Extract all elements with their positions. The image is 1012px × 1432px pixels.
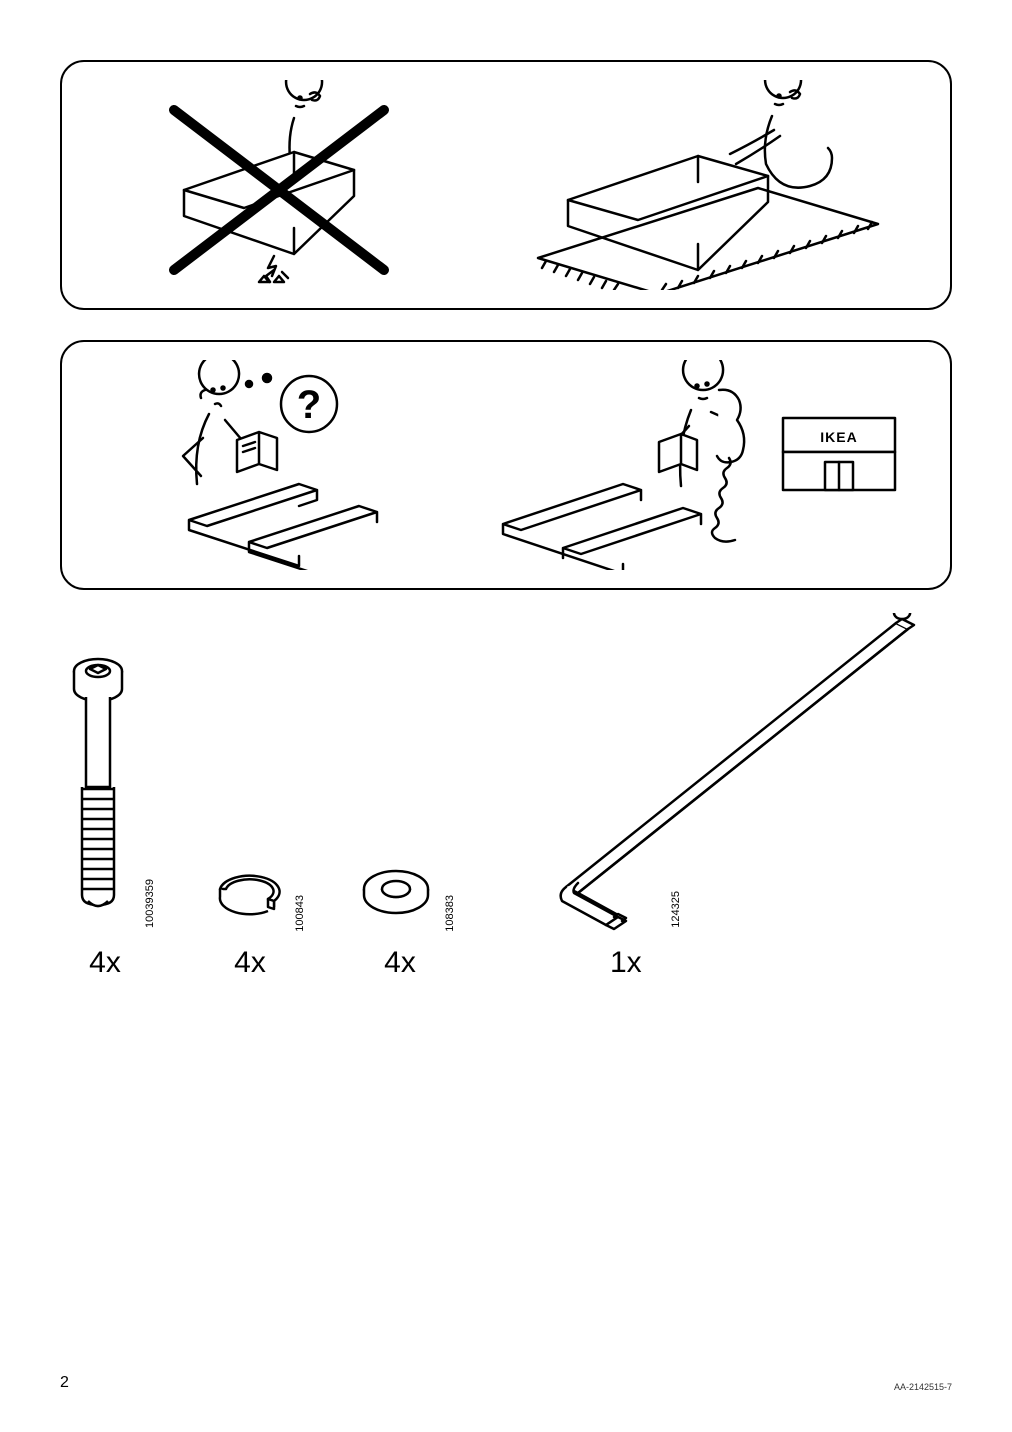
hardware-bolt: 10039359 4x	[60, 653, 150, 980]
quantity-label: 4x	[234, 946, 266, 980]
part-number: 108383	[444, 895, 456, 932]
lock-washer-icon	[200, 853, 300, 933]
part-number: 124325	[670, 891, 682, 928]
hardware-allen-key: 124325 1x	[500, 613, 952, 980]
wrong-surface-illustration	[124, 80, 444, 290]
svg-text:?: ?	[297, 383, 321, 427]
hardware-lock-washer: 100843 4x	[200, 853, 300, 980]
call-ikea-illustration: IKEA	[483, 360, 903, 570]
help-panel: ?	[60, 340, 952, 590]
surface-warning-panel	[60, 60, 952, 310]
part-number: 10039359	[144, 879, 156, 928]
correct-surface-illustration	[528, 80, 888, 290]
part-number: 100843	[294, 895, 306, 932]
ikea-logo-text: IKEA	[820, 429, 857, 445]
quantity-label: 4x	[384, 946, 416, 980]
quantity-label: 1x	[610, 946, 642, 980]
document-reference: AA-2142515-7	[894, 1382, 952, 1392]
confused-illustration: ?	[109, 360, 429, 570]
bolt-icon	[60, 653, 150, 933]
flat-washer-icon	[350, 853, 450, 933]
hardware-section: 10039359 4x 100843 4x	[60, 630, 952, 980]
page-number: 2	[60, 1374, 69, 1392]
allen-key-icon	[500, 613, 920, 933]
quantity-label: 4x	[89, 946, 121, 980]
hardware-flat-washer: 108383 4x	[350, 853, 450, 980]
